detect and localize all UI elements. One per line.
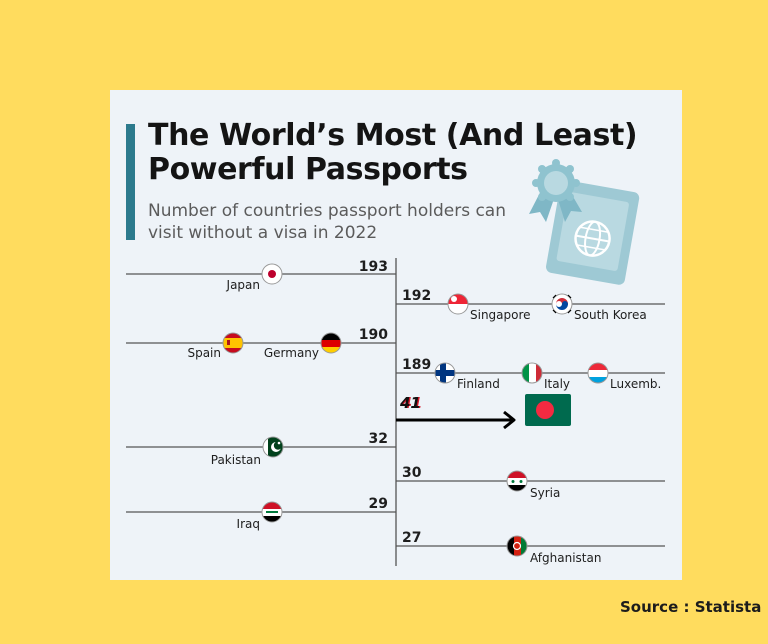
value-label: 189 xyxy=(402,357,431,373)
arrow-icon xyxy=(396,410,516,430)
flag-finland xyxy=(434,362,456,384)
flag-afghanistan xyxy=(506,535,528,557)
title-accent-bar xyxy=(126,124,135,240)
passport-icon xyxy=(529,159,640,285)
chart-subtitle: Number of countries passport holders can… xyxy=(148,201,506,243)
flag-syria xyxy=(506,470,528,492)
flag-pakistan xyxy=(262,436,284,458)
country-label: Finland xyxy=(457,377,500,391)
row-193: 193 Japan xyxy=(126,259,396,292)
value-label: 27 xyxy=(402,530,421,546)
value-label: 32 xyxy=(369,431,388,447)
row-29: 29 Iraq xyxy=(126,496,396,531)
value-label-shadow: 41 xyxy=(401,394,423,412)
country-label: Syria xyxy=(530,486,560,500)
row-30: 30 Syria xyxy=(396,465,665,500)
flag-singapore xyxy=(447,293,469,315)
country-label: South Korea xyxy=(574,308,647,322)
row-192: 192 Singapore South Korea xyxy=(396,288,665,322)
country-label: Germany xyxy=(264,346,319,360)
chart-title: The World’s Most (And Least) Powerful Pa… xyxy=(148,118,638,187)
flag-luxembourg xyxy=(587,362,609,384)
value-label: 193 xyxy=(359,259,388,275)
flag-south-korea xyxy=(551,293,573,315)
flag-bangladesh xyxy=(525,394,571,426)
value-label: 41 xyxy=(399,394,421,412)
value-label: 192 xyxy=(402,288,431,304)
flag-germany xyxy=(320,332,342,354)
row-27: 27 Afghanistan xyxy=(396,530,665,565)
country-label: Pakistan xyxy=(211,453,261,467)
value-label: 29 xyxy=(369,496,388,512)
flag-japan xyxy=(261,263,283,285)
flag-iraq xyxy=(261,501,283,523)
country-label: Afghanistan xyxy=(530,551,601,565)
row-41-highlight: 41 41 xyxy=(396,394,571,430)
country-label: Japan xyxy=(226,278,260,292)
flag-spain xyxy=(222,332,244,354)
value-label: 30 xyxy=(402,465,422,481)
flag-italy xyxy=(521,362,543,384)
country-label: Singapore xyxy=(470,308,531,322)
row-189: 189 Finland Italy xyxy=(396,357,665,391)
country-label: Italy xyxy=(544,377,570,391)
country-label: Iraq xyxy=(237,517,260,531)
row-190: 190 Spain Germany xyxy=(126,327,396,360)
row-32: 32 Pakistan xyxy=(126,431,396,467)
country-label: Spain xyxy=(187,346,221,360)
source-note: Source : Statista xyxy=(620,598,762,616)
value-label: 190 xyxy=(359,327,388,343)
country-label: Luxemb. xyxy=(610,377,661,391)
